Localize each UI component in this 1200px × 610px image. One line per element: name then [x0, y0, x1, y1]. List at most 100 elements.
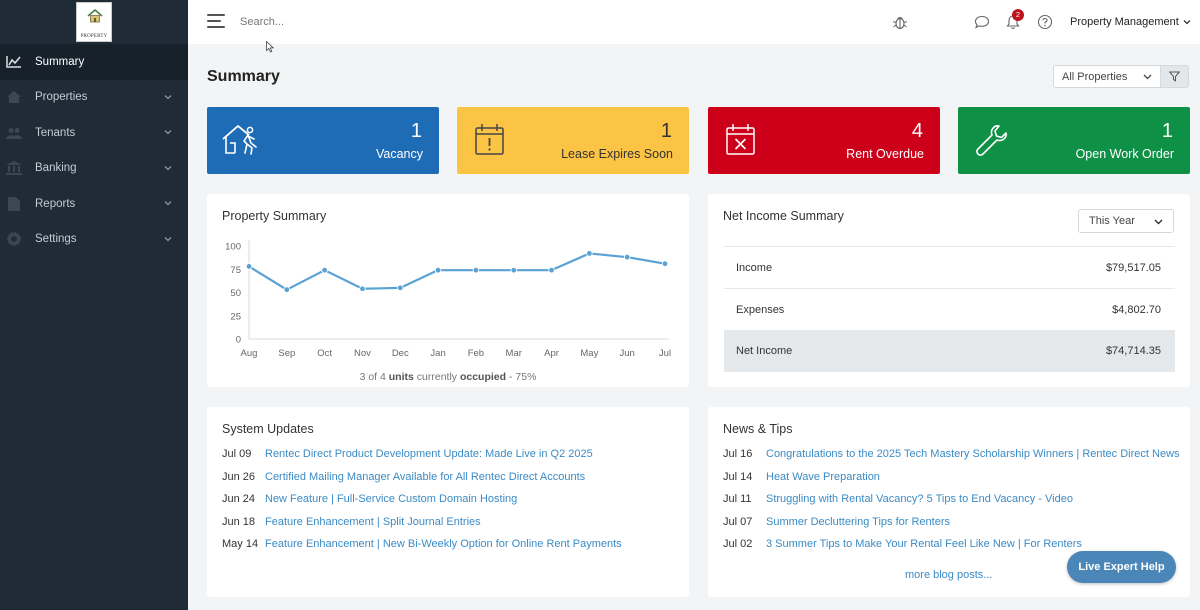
sidebar-item-settings[interactable]: Settings	[0, 222, 188, 258]
mouse-cursor-icon	[266, 41, 274, 53]
x-tick-label: Jul	[659, 348, 671, 359]
period-value: This Year	[1089, 215, 1135, 227]
update-link[interactable]: Feature Enhancement | Split Journal Entr…	[265, 516, 481, 528]
occupancy-line-chart: 0 25 50 75 100 Aug Sep Oct Nov Dec Jan Feb Mar Apr May…	[225, 240, 671, 359]
more-blog-posts-link[interactable]: more blog posts...	[905, 569, 993, 581]
vacancy-count: 1	[410, 120, 422, 142]
page-title: Summary	[207, 68, 280, 85]
x-tick-label: Jun	[620, 348, 635, 359]
x-tick-label: Feb	[468, 348, 484, 359]
update-date: Jul 09	[222, 448, 252, 460]
update-date: Jun 24	[222, 493, 256, 505]
list-item: Jul 11 Struggling with Rental Vacancy? 5 …	[723, 493, 1073, 511]
x-tick-label: Oct	[317, 348, 332, 359]
property-filter-select[interactable]: All Properties	[1053, 65, 1161, 88]
x-tick-label: Jan	[430, 348, 445, 359]
chevron-down-icon	[164, 130, 172, 135]
property-summary-panel: Property Summary 0 25 50 75 100 Aug Sep Oct Nov D…	[207, 194, 689, 387]
series-line	[248, 252, 666, 291]
chevron-down-icon	[164, 201, 172, 206]
net-income-title: Net Income Summary	[723, 209, 844, 223]
news-date: Jul 11	[723, 493, 752, 505]
bug-icon[interactable]	[892, 14, 908, 30]
sidebar-item-banking[interactable]: Banking	[0, 151, 188, 187]
y-tick-label: 100	[225, 242, 241, 253]
data-point	[434, 266, 442, 274]
news-date: Jul 07	[723, 516, 753, 528]
rent-overdue-count: 4	[911, 120, 923, 142]
search-input[interactable]	[240, 11, 540, 33]
live-expert-help-button[interactable]: Live Expert Help	[1067, 551, 1176, 583]
home-icon	[6, 90, 22, 104]
chevron-down-icon	[1183, 20, 1191, 25]
sidebar-item-reports[interactable]: Reports	[0, 186, 188, 222]
work-order-card[interactable]: 1 Open Work Order	[958, 107, 1190, 174]
news-link[interactable]: 3 Summer Tips to Make Your Rental Feel L…	[766, 538, 1082, 550]
news-date: Jul 02	[723, 538, 753, 550]
bank-icon	[6, 161, 22, 176]
sidebar-item-properties[interactable]: Properties	[0, 80, 188, 116]
help-icon[interactable]	[1037, 14, 1053, 30]
account-label: Property Management	[1070, 16, 1179, 28]
income-value: $79,517.05	[1105, 262, 1161, 274]
chat-icon[interactable]	[974, 14, 990, 30]
sidebar-item-summary[interactable]: Summary	[0, 44, 188, 80]
filter-button[interactable]	[1160, 65, 1189, 88]
menu-toggle-icon[interactable]	[207, 14, 225, 29]
sidebar-item-tenants[interactable]: Tenants	[0, 115, 188, 151]
filter-icon	[1169, 71, 1180, 82]
data-point	[623, 253, 631, 261]
list-item: Jul 09 Rentec Direct Product Development …	[222, 448, 593, 466]
x-tick-label: Apr	[544, 348, 559, 359]
work-order-label: Open Work Order	[1075, 147, 1174, 161]
net-income-panel: Net Income Summary This Year Income $79,…	[708, 194, 1190, 387]
list-item: Jun 18 Feature Enhancement | Split Journa…	[222, 516, 481, 534]
news-link[interactable]: Congratulations to the 2025 Tech Mastery…	[766, 448, 1180, 460]
expenses-value: $4,802.70	[1112, 304, 1161, 316]
income-label: Income	[736, 262, 773, 274]
data-point	[245, 263, 253, 270]
lease-expires-card[interactable]: 1 Lease Expires Soon	[457, 107, 689, 174]
chevron-down-icon	[164, 236, 172, 241]
news-link[interactable]: Struggling with Rental Vacancy? 5 Tips t…	[766, 493, 1073, 505]
data-point	[359, 285, 366, 292]
occupancy-summary: 3 of 4 units currently occupied - 75%	[207, 371, 689, 383]
work-order-count: 1	[1161, 120, 1173, 142]
update-link[interactable]: New Feature | Full-Service Custom Domain…	[265, 493, 518, 505]
news-title: News & Tips	[723, 422, 793, 436]
system-updates-panel: System Updates Jul 09 Rentec Direct Produ…	[207, 407, 689, 597]
vacancy-card[interactable]: 1 Vacancy	[207, 107, 439, 174]
data-point	[472, 266, 480, 274]
list-item: May 14 Feature Enhancement | New Bi-Weekl…	[222, 538, 622, 556]
sidebar-item-label: Banking	[35, 162, 77, 175]
data-point	[321, 266, 328, 274]
news-link[interactable]: Heat Wave Preparation	[766, 471, 880, 483]
company-logo[interactable]: PROPERTY	[76, 2, 112, 42]
sidebar-item-label: Settings	[35, 233, 77, 246]
net-income-value: $74,714.35	[1105, 345, 1161, 357]
x-tick-label: Mar	[506, 348, 522, 359]
calendar-x-icon	[726, 124, 755, 155]
logo-text: PROPERTY	[80, 34, 108, 39]
news-link[interactable]: Summer Decluttering Tips for Renters	[766, 516, 951, 528]
wrench-icon	[976, 125, 1007, 156]
update-link[interactable]: Certified Mailing Manager Available for …	[265, 471, 586, 483]
file-icon	[6, 196, 22, 211]
logo-house-icon	[87, 9, 103, 23]
y-tick-label: 50	[230, 288, 241, 299]
x-tick-label: May	[580, 348, 598, 359]
account-menu[interactable]: Property Management	[1070, 16, 1191, 28]
expenses-label: Expenses	[736, 304, 785, 316]
update-link[interactable]: Feature Enhancement | New Bi-Weekly Opti…	[265, 538, 622, 550]
net-income-label: Net Income	[736, 345, 793, 357]
notification-badge: 2	[1012, 9, 1024, 21]
chevron-down-icon	[1154, 219, 1163, 225]
x-tick-label: Aug	[241, 348, 258, 359]
expenses-row: Expenses $4,802.70	[724, 288, 1175, 330]
period-select[interactable]: This Year	[1078, 209, 1174, 233]
chevron-down-icon	[164, 94, 172, 99]
rent-overdue-card[interactable]: 4 Rent Overdue	[708, 107, 940, 174]
update-link[interactable]: Rentec Direct Product Development Update…	[265, 448, 593, 460]
sidebar-item-label: Properties	[35, 91, 88, 104]
occupancy-units-word: units	[388, 371, 414, 383]
